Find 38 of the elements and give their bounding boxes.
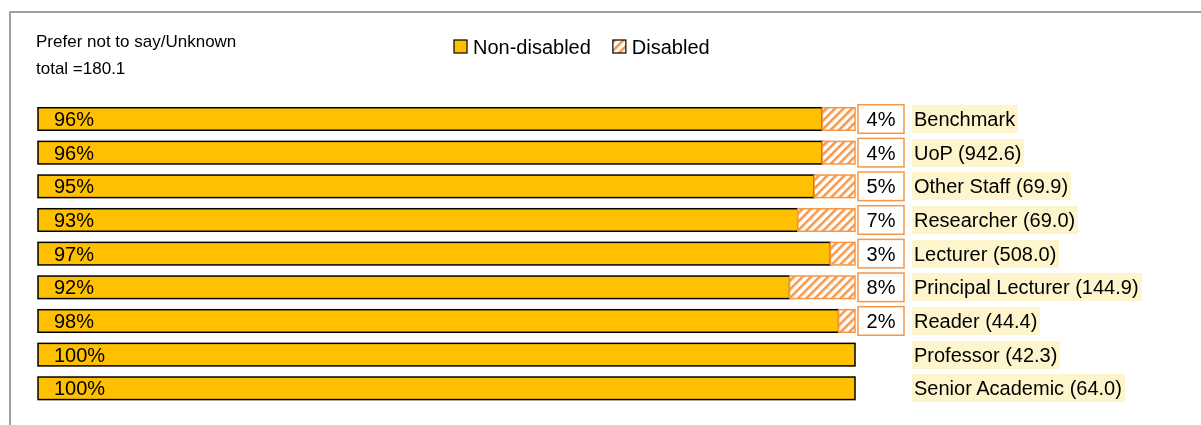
data-label: 96% <box>54 108 95 130</box>
data-label: 98% <box>54 309 95 332</box>
y-tick-label: Principal Lecturer (144.9) <box>912 273 1142 302</box>
data-label: 96% <box>54 141 95 164</box>
bar <box>37 308 840 333</box>
data-label: 3% <box>866 242 896 265</box>
bar <box>37 342 856 367</box>
bar <box>37 275 791 300</box>
text: Prefer not to say/Unknown <box>36 32 237 51</box>
y-tick-label: Lecturer (508.0) <box>912 239 1060 268</box>
data-label: 8% <box>866 276 896 299</box>
data-label: 2% <box>866 309 896 332</box>
data-label: 93% <box>54 208 95 231</box>
y-tick-label: Benchmark <box>912 104 1019 133</box>
data-label: 95% <box>54 175 95 198</box>
legend-label: Non-disabled <box>473 36 591 58</box>
bar <box>37 241 832 266</box>
data-label: 100% <box>54 377 106 400</box>
data-label: 4% <box>866 141 896 164</box>
text: total =180.1 <box>36 59 126 78</box>
bar <box>37 207 799 233</box>
bar <box>37 106 824 132</box>
data-label: 4% <box>866 108 896 130</box>
data-label: 100% <box>54 343 106 366</box>
bar <box>37 140 824 165</box>
bar <box>37 376 856 401</box>
y-tick-label: Researcher (69.0) <box>912 205 1079 234</box>
y-tick-label: Professor (42.3) <box>912 340 1061 369</box>
data-label: 7% <box>866 208 896 231</box>
data-label: 5% <box>866 175 896 198</box>
data-label: 97% <box>54 242 95 265</box>
y-tick-label: Other Staff (69.9) <box>912 172 1072 201</box>
bar <box>37 174 815 199</box>
y-tick-label: Senior Academic (64.0) <box>912 374 1125 403</box>
y-tick-label: Reader (44.4) <box>912 306 1041 335</box>
y-tick-label: UoP (942.6) <box>912 138 1025 167</box>
legend-label: Disabled <box>631 36 710 58</box>
data-label: 92% <box>54 276 95 299</box>
